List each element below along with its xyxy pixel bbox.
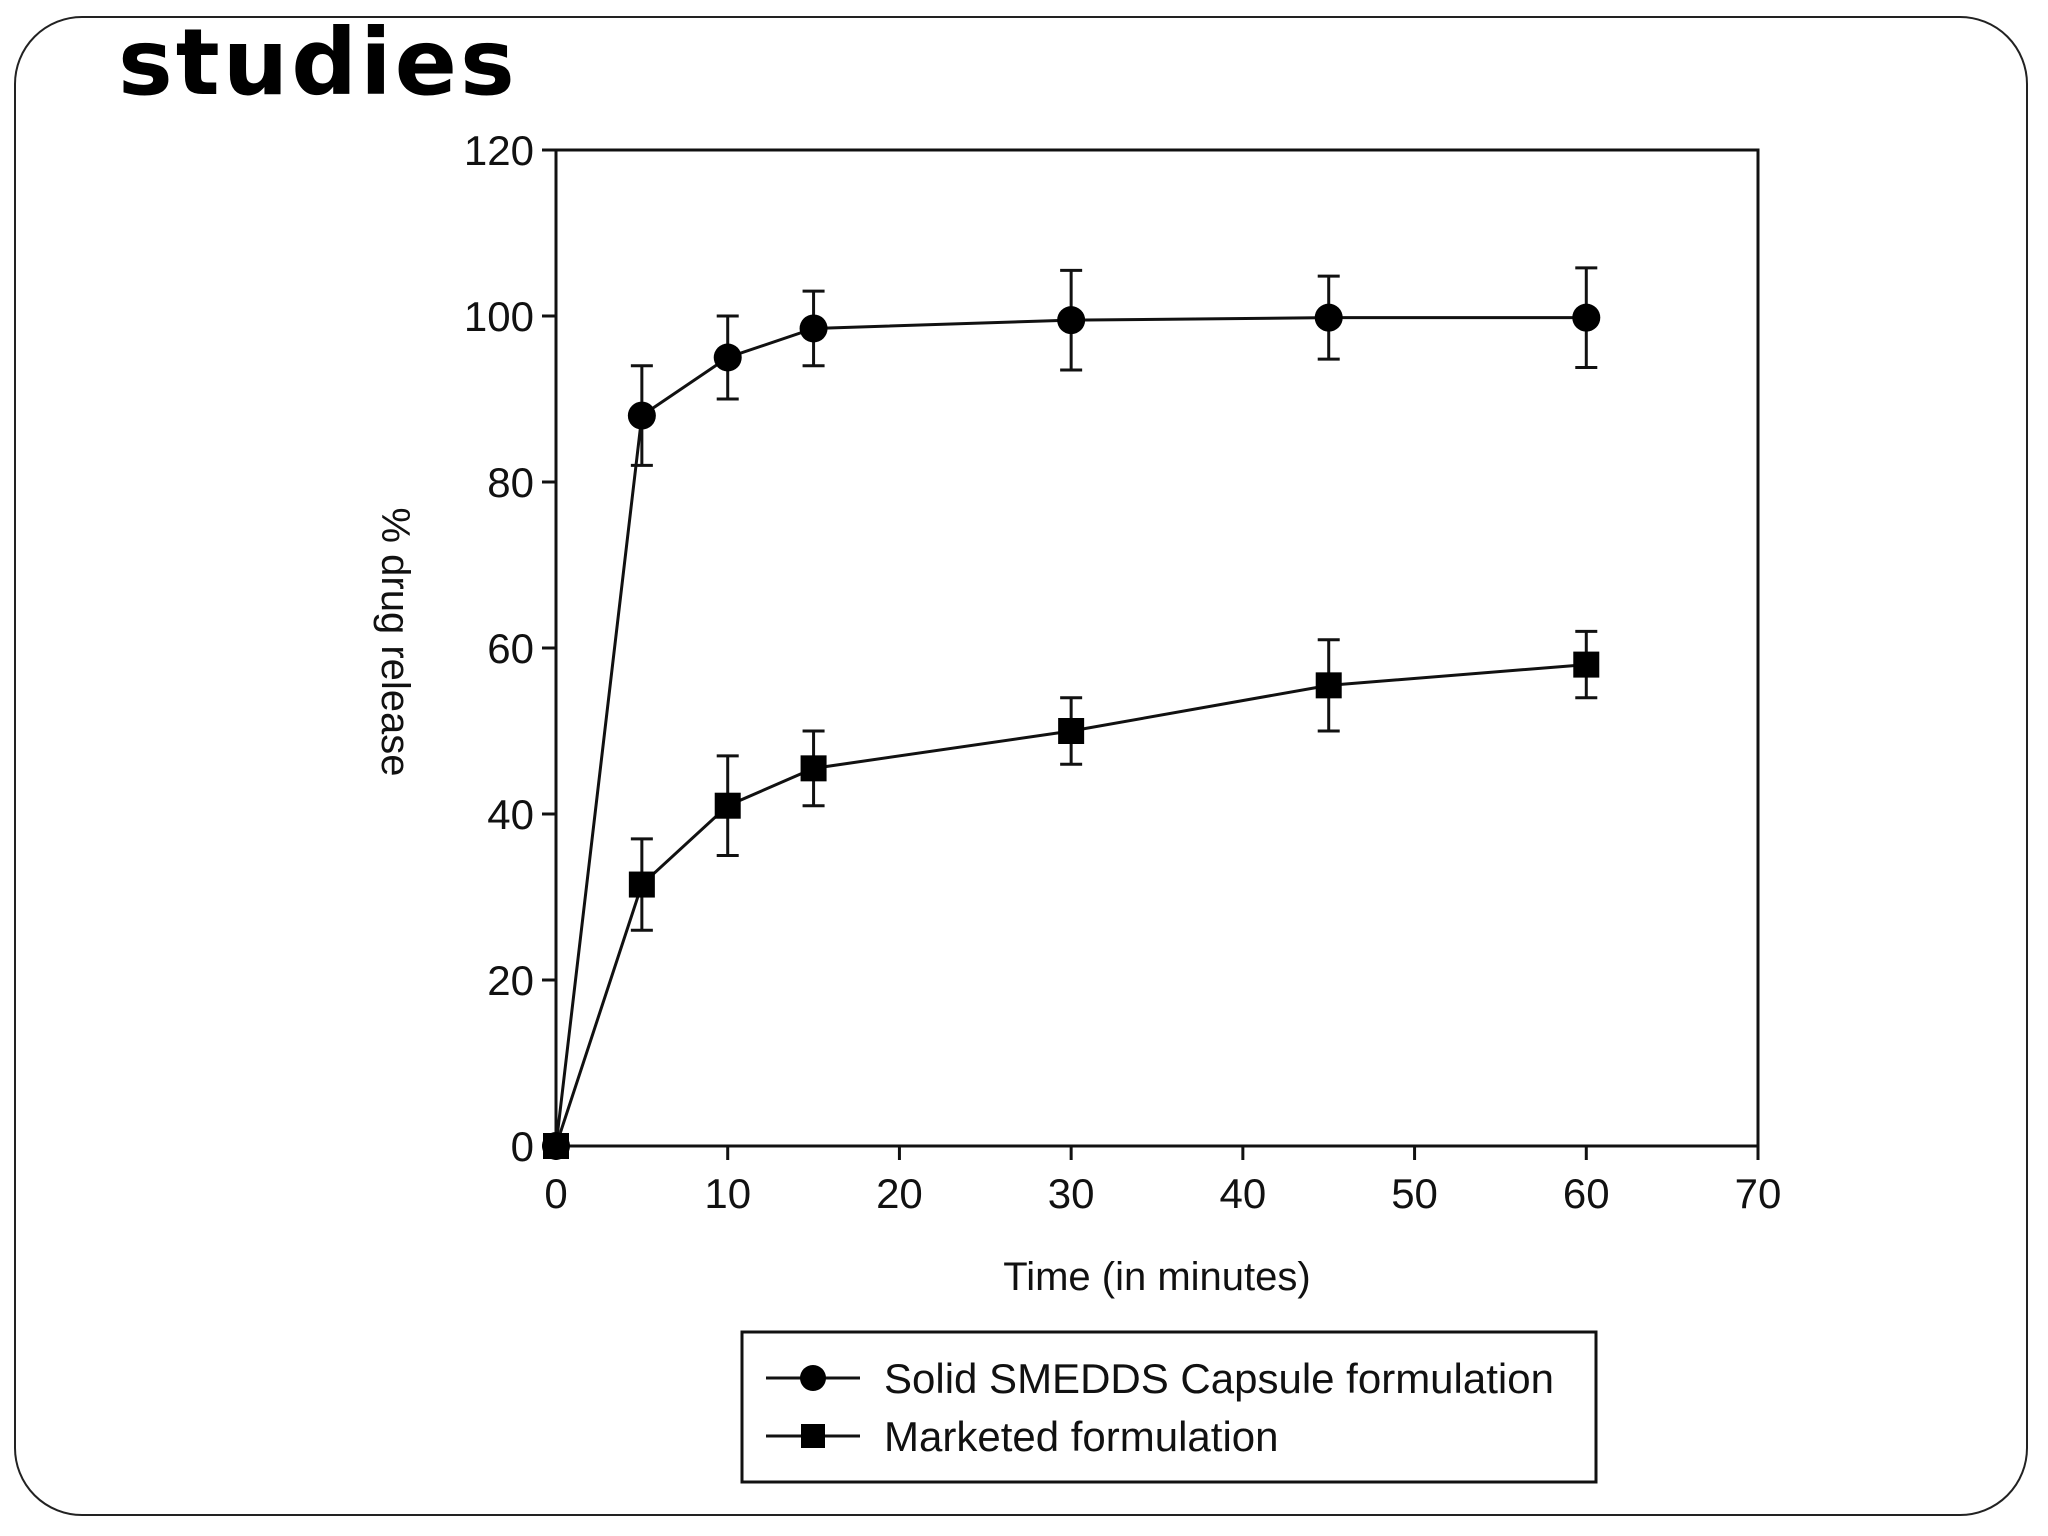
data-point-smedds <box>1314 303 1343 332</box>
data-point-marketed <box>1058 718 1085 744</box>
legend-box <box>740 1330 1598 1484</box>
x-tick-label: 50 <box>1391 1170 1438 1217</box>
series-layer <box>542 266 1601 1160</box>
data-point-marketed <box>714 792 741 819</box>
data-point-marketed <box>1573 651 1600 678</box>
x-tick-label: 20 <box>876 1170 923 1217</box>
x-axis-ticks: 0 10 20 30 40 50 60 70 <box>544 1146 1781 1217</box>
data-point-marketed <box>1315 672 1342 699</box>
data-point-smedds <box>627 401 656 430</box>
y-tick-label: 60 <box>487 625 534 672</box>
x-tick-label: 0 <box>544 1170 567 1217</box>
data-point-marketed <box>800 755 827 782</box>
plot-area <box>554 148 1760 1148</box>
y-axis-ticks: 0 20 40 60 80 100 120 <box>464 127 556 1170</box>
y-tick-label: 40 <box>487 791 534 838</box>
data-point-smedds <box>1057 306 1086 335</box>
x-tick-label: 10 <box>704 1170 751 1217</box>
y-tick-label: 80 <box>487 459 534 506</box>
legend-marker-marketed <box>801 1424 825 1448</box>
y-tick-label: 20 <box>487 957 534 1004</box>
data-point-smedds <box>799 314 828 343</box>
data-point-marketed <box>628 871 655 898</box>
y-tick-label: 120 <box>464 127 534 174</box>
data-point-marketed <box>543 1133 569 1159</box>
data-point-smedds <box>713 343 742 372</box>
series-marketed <box>543 629 1600 1159</box>
legend-marker-smedds <box>800 1365 826 1391</box>
legend: Solid SMEDDS Capsule formulation Markete… <box>740 1330 1598 1484</box>
legend-label-marketed: Marketed formulation <box>884 1413 1279 1460</box>
x-axis-title: Time (in minutes) <box>1003 1255 1310 1299</box>
y-tick-label: 100 <box>464 293 534 340</box>
data-point-smedds <box>1572 303 1601 332</box>
y-axis-title: % drug release <box>373 507 417 776</box>
x-tick-label: 70 <box>1735 1170 1782 1217</box>
slide-title: studies <box>118 9 518 116</box>
legend-label-smedds: Solid SMEDDS Capsule formulation <box>884 1355 1554 1402</box>
x-tick-label: 40 <box>1219 1170 1266 1217</box>
x-tick-label: 30 <box>1048 1170 1095 1217</box>
y-tick-label: 0 <box>511 1123 534 1170</box>
x-tick-label: 60 <box>1563 1170 1610 1217</box>
slide-frame <box>14 16 2028 1516</box>
